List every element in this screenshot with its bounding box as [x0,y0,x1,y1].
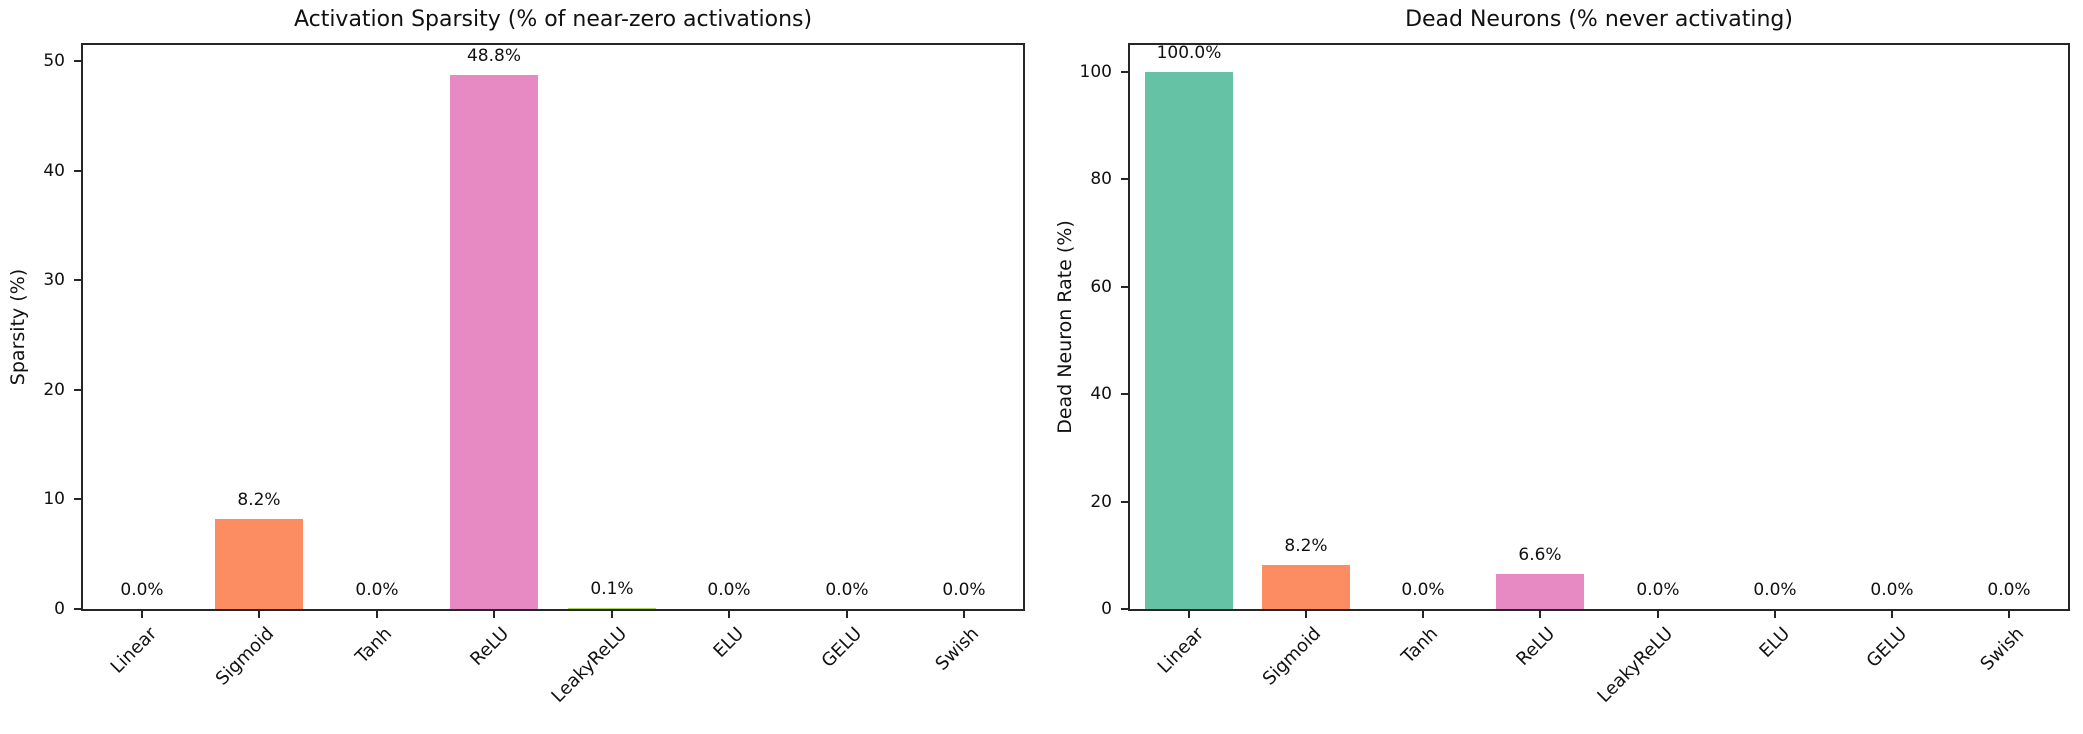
y-tick-mark [74,498,83,501]
bar-value-label: 0.0% [1401,580,1445,600]
y-axis-label: Dead Neuron Rate (%) [1054,220,1076,434]
y-tick-mark [1121,500,1130,503]
bar-relu [1496,574,1584,609]
bar-value-label: 0.0% [1636,580,1680,600]
y-tick-label: 40 [43,160,65,181]
y-tick-label: 30 [43,270,65,291]
bar-sigmoid [215,519,303,609]
chart-title: Activation Sparsity (% of near-zero acti… [293,7,813,32]
x-tick-label: Tanh [1397,623,1443,668]
y-tick-mark [1121,608,1130,610]
bar-leakyrelu [568,608,656,609]
bar-value-label: 8.2% [1284,536,1328,556]
bar-value-label: 0.0% [1870,580,1914,600]
bar-sigmoid [1262,565,1350,609]
x-tick-label: Sigmoid [1258,623,1326,690]
bar-value-label: 0.0% [825,580,869,600]
bar-relu [450,75,538,609]
x-tick-mark [728,609,730,618]
x-tick-mark [963,609,965,618]
bar-value-label: 48.8% [466,46,521,66]
x-tick-label: Linear [1153,623,1209,678]
y-tick-mark [74,60,83,63]
x-tick-mark [141,609,143,618]
bar-value-label: 0.0% [942,580,986,600]
x-tick-mark [1422,609,1424,618]
bar-value-label: 0.1% [590,579,634,599]
y-tick-label: 60 [1090,276,1112,297]
x-tick-mark [2008,609,2010,618]
bar-linear [1145,72,1233,609]
x-tick-mark [1539,609,1541,618]
x-tick-mark [376,609,378,618]
x-tick-label: ReLU [466,623,514,670]
y-tick-label: 20 [43,379,65,400]
x-tick-label: LeakyReLU [547,623,632,707]
bar-value-label: 0.0% [1753,580,1797,600]
bar-value-label: 0.0% [355,580,399,600]
x-tick-mark [611,609,613,618]
y-tick-label: 40 [1090,384,1112,405]
y-tick-label: 20 [1090,491,1112,512]
bar-value-label: 6.6% [1518,545,1562,565]
y-axis-label: Sparsity (%) [7,268,29,386]
y-tick-label: 50 [43,51,65,72]
y-tick-mark [74,169,83,172]
y-tick-mark [1121,393,1130,396]
y-tick-mark [1121,70,1130,73]
x-tick-label: GELU [817,623,867,672]
x-tick-mark [493,609,495,618]
x-tick-mark [1774,609,1776,618]
x-tick-label: Tanh [351,623,397,668]
x-tick-mark [1891,609,1893,618]
y-tick-mark [74,608,83,610]
x-tick-mark [258,609,260,618]
bar-value-label: 0.0% [707,580,751,600]
x-tick-mark [846,609,848,618]
x-tick-mark [1657,609,1659,618]
plot-area [81,43,1025,611]
x-tick-label: Sigmoid [211,623,279,690]
x-tick-label: GELU [1862,623,1912,672]
bar-value-label: 100.0% [1156,43,1222,63]
x-tick-label: ELU [709,623,749,662]
x-tick-label: Swish [1976,623,2029,675]
y-tick-label: 0 [1101,599,1112,619]
y-tick-label: 0 [54,599,65,619]
x-tick-label: Linear [106,623,162,678]
y-tick-label: 100 [1079,61,1112,82]
x-tick-mark [1305,609,1307,618]
chart-title: Dead Neurons (% never activating) [1405,7,1793,32]
y-tick-mark [74,388,83,391]
x-tick-label: ReLU [1512,623,1560,670]
y-tick-mark [1121,178,1130,181]
y-tick-mark [1121,285,1130,288]
bar-value-label: 0.0% [1987,580,2031,600]
x-tick-label: Swish [931,623,984,675]
bar-value-label: 8.2% [237,490,281,510]
x-tick-label: LeakyReLU [1593,623,1678,707]
bar-value-label: 0.0% [120,580,164,600]
plot-area [1128,43,2070,611]
y-tick-label: 80 [1090,169,1112,190]
x-tick-mark [1188,609,1190,618]
y-tick-mark [74,279,83,282]
y-tick-label: 10 [43,489,65,510]
x-tick-label: ELU [1755,623,1795,662]
